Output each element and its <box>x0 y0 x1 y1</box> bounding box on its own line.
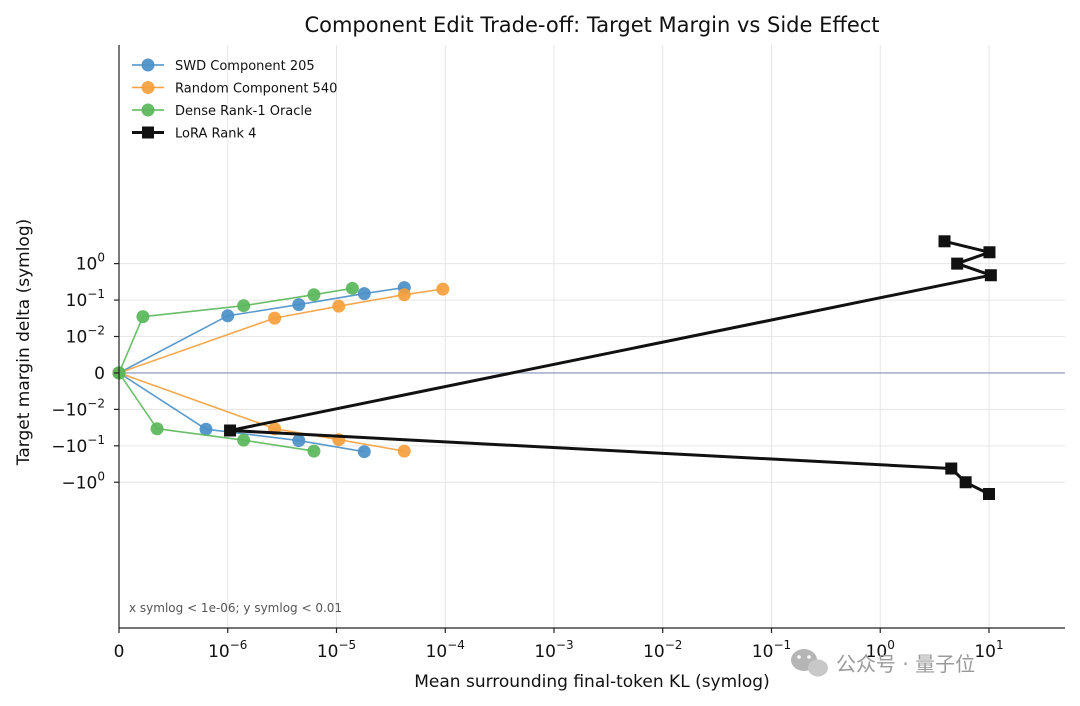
data-point-lora-rank-4 <box>959 476 972 489</box>
legend-label-lora-rank-4: LoRA Rank 4 <box>175 127 256 142</box>
x-tick-label: 10−2 <box>643 638 682 662</box>
data-point-lora-rank-4 <box>982 487 995 500</box>
series-line-swd-component-205 <box>118 372 365 453</box>
y-tick-label: 100 <box>76 251 105 275</box>
x-tick-label-exponent: 1 <box>996 638 1004 652</box>
x-tick-label-base: 10 <box>208 642 230 662</box>
data-point-random-component-540 <box>268 311 282 325</box>
x-tick-label: 10−5 <box>317 638 356 662</box>
x-tick-label-base: 10 <box>866 642 888 662</box>
x-tick-label-exponent: −5 <box>338 638 356 652</box>
x-tick-label-exponent: −2 <box>665 638 683 652</box>
data-point-lora-rank-4 <box>984 269 997 282</box>
y-tick-label: 0 <box>94 364 105 384</box>
series-group <box>112 235 997 500</box>
y-tick-label-exponent: 0 <box>97 469 105 483</box>
series-line-lora-rank-4 <box>228 239 993 496</box>
y-tick-label-exponent: −2 <box>87 324 105 338</box>
x-axis-label: Mean surrounding final-token KL (symlog) <box>414 672 769 692</box>
data-point-dense-rank-1-oracle <box>136 310 150 324</box>
x-tick-label-base: 10 <box>534 642 556 662</box>
y-tick-label: 10−2 <box>66 324 105 348</box>
x-tick-label-base: 10 <box>974 642 996 662</box>
data-point-lora-rank-4 <box>945 462 958 475</box>
x-tick-label-base: 10 <box>317 642 339 662</box>
x-tick-label-exponent: −3 <box>556 638 574 652</box>
y-tick-label-base: −10 <box>51 400 87 420</box>
x-tick-label: 101 <box>974 638 1003 662</box>
series-line-dense-rank-1-oracle <box>118 372 315 452</box>
data-point-random-component-540 <box>397 444 411 458</box>
y-tick-label-base: −10 <box>51 437 87 457</box>
data-point-swd-component-205 <box>357 287 371 301</box>
legend-marker-dense-rank-1-oracle <box>141 103 155 117</box>
data-point-random-component-540 <box>436 282 450 296</box>
x-tick-label-exponent: 0 <box>887 638 895 652</box>
y-tick-label-exponent: −2 <box>87 396 105 410</box>
y-tick-label-base: 10 <box>76 255 98 275</box>
y-tick-label-base: 10 <box>66 328 88 348</box>
y-tick-label-base: −10 <box>61 473 97 493</box>
data-point-dense-rank-1-oracle <box>237 299 251 313</box>
legend-marker-random-component-540 <box>141 81 155 94</box>
y-axis-label: Target margin delta (symlog) <box>14 219 34 466</box>
legend-marker-swd-component-205 <box>141 58 155 72</box>
data-point-dense-rank-1-oracle <box>307 444 321 458</box>
data-point-dense-rank-1-oracle <box>237 433 251 447</box>
data-point-lora-rank-4 <box>951 257 964 270</box>
x-tick-label: 10−4 <box>426 638 465 662</box>
data-point-swd-component-205 <box>221 309 235 323</box>
legend-marker-lora-rank-4 <box>142 126 154 139</box>
y-tick-label: −100 <box>61 469 105 493</box>
grid <box>118 45 1065 628</box>
data-point-lora-rank-4 <box>224 424 237 437</box>
y-tick-label-exponent: 0 <box>97 251 105 265</box>
wechat-icon <box>791 649 828 677</box>
x-tick-label-base: 10 <box>643 642 665 662</box>
x-tick-label-base: 0 <box>114 642 125 662</box>
y-tick-label: 10−1 <box>66 287 105 311</box>
y-tick-label: −10−1 <box>51 433 105 457</box>
y-tick-label-base: 10 <box>66 291 88 311</box>
y-tick-label-exponent: −1 <box>87 433 105 447</box>
data-point-random-component-540 <box>332 299 346 313</box>
x-tick-label: 10−1 <box>752 638 791 662</box>
data-point-random-component-540 <box>397 288 411 302</box>
chart-title: Component Edit Trade-off: Target Margin … <box>304 13 879 37</box>
data-point-lora-rank-4 <box>983 246 996 259</box>
x-tick-label: 0 <box>114 642 125 662</box>
x-tick-label-base: 10 <box>752 642 774 662</box>
x-tick-label: 10−3 <box>534 638 573 662</box>
legend-label-swd-component-205: SWD Component 205 <box>175 59 315 74</box>
series-line-random-component-540 <box>118 372 405 452</box>
legend: SWD Component 205 Random Component 540 Den… <box>132 58 337 142</box>
data-point-swd-component-205 <box>357 445 371 459</box>
x-tick-label-exponent: −4 <box>447 638 465 652</box>
x-tick-label: 100 <box>866 638 895 662</box>
watermark-text: 公众号 · 量子位 <box>836 652 975 676</box>
x-axis-ticks: 0 10−6 10−5 10−4 10−3 10−2 10−1 100 101 <box>114 628 1004 662</box>
x-tick-label-base: 10 <box>426 642 448 662</box>
x-tick-label: 10−6 <box>208 638 247 662</box>
data-point-lora-rank-4 <box>938 235 951 248</box>
legend-label-random-component-540: Random Component 540 <box>175 82 337 97</box>
y-tick-label-base: 0 <box>94 364 105 384</box>
data-point-dense-rank-1-oracle <box>345 281 359 295</box>
data-point-dense-rank-1-oracle <box>307 288 321 302</box>
legend-label-dense-rank-1-oracle: Dense Rank-1 Oracle <box>175 104 312 119</box>
annotation-text: x symlog < 1e-06; y symlog < 0.01 <box>129 601 342 615</box>
data-point-dense-rank-1-oracle <box>150 422 164 436</box>
data-point-swd-component-205 <box>199 422 213 436</box>
x-tick-label-exponent: −6 <box>230 638 248 652</box>
watermark: 公众号 · 量子位 <box>791 649 975 677</box>
series-line-random-component-540 <box>118 288 443 374</box>
y-tick-label-exponent: −1 <box>87 287 105 301</box>
x-tick-label-exponent: −1 <box>773 638 791 652</box>
y-tick-label: −10−2 <box>51 396 105 420</box>
data-point-swd-component-205 <box>292 434 306 448</box>
data-point-swd-component-205 <box>292 298 306 312</box>
